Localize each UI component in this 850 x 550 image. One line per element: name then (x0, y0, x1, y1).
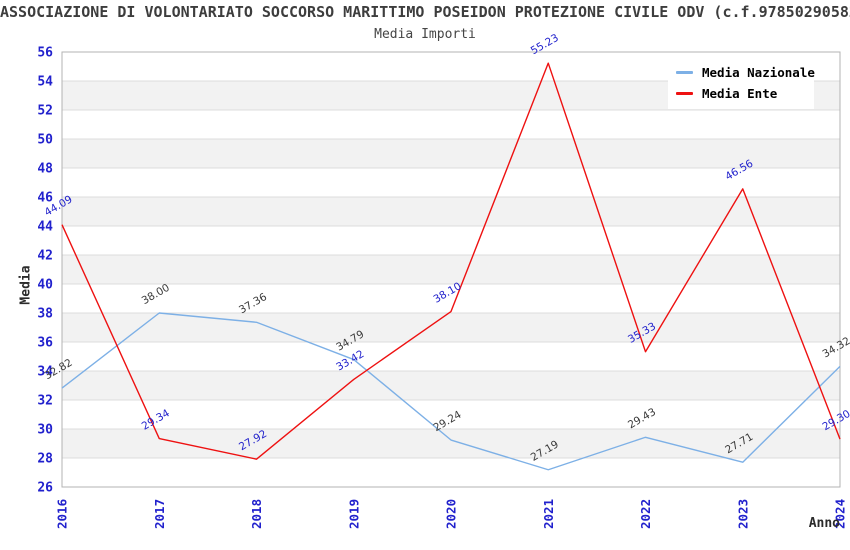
plot-band (62, 255, 840, 284)
y-tick-label: 42 (37, 249, 53, 264)
x-tick-label: 2018 (249, 499, 264, 529)
y-tick-label: 56 (37, 46, 53, 61)
plot-band (62, 284, 840, 313)
plot-band (62, 197, 840, 226)
plot-band (62, 139, 840, 168)
y-tick-label: 40 (37, 278, 53, 293)
legend: Media Nazionale Media Ente (668, 57, 815, 109)
x-tick-label: 2016 (55, 499, 70, 529)
y-tick-label: 30 (37, 423, 53, 438)
y-tick-label: 32 (37, 394, 53, 409)
legend-item-media-ente: Media Ente (676, 83, 814, 104)
series-line-media-nazionale (61, 312, 841, 471)
x-tick-label: 2019 (346, 499, 361, 529)
plot-band (62, 110, 840, 139)
plot-band (62, 429, 840, 458)
x-axis-title: Anno (808, 516, 840, 531)
chart-main-title: ASSOCIAZIONE DI VOLONTARIATO SOCCORSO MA… (0, 3, 850, 21)
x-tick-label: 2020 (444, 499, 459, 529)
y-tick-label: 52 (37, 104, 53, 119)
x-tick-label: 2017 (152, 499, 167, 529)
y-tick-label: 28 (37, 452, 53, 467)
legend-label-media-nazionale: Media Nazionale (702, 65, 815, 80)
legend-line-swatch-ente-icon (676, 92, 693, 95)
y-tick-label: 26 (37, 481, 53, 496)
legend-line-swatch-nazionale-icon (676, 71, 693, 74)
y-tick-label: 46 (37, 191, 53, 206)
plot-border (61, 51, 841, 488)
x-tick-label: 2022 (638, 499, 653, 529)
y-tick-label: 34 (37, 365, 53, 380)
plot-band (62, 458, 840, 487)
x-tick-label: 2024 (833, 499, 848, 529)
legend-item-media-nazionale: Media Nazionale (676, 62, 815, 83)
plot-band (62, 226, 840, 255)
plot-band (62, 168, 840, 197)
series-line-media-ente (61, 62, 841, 460)
x-tick-label: 2021 (541, 499, 556, 529)
plot-band (62, 371, 840, 400)
y-tick-label: 50 (37, 133, 53, 148)
chart-subtitle: Media Importi (374, 27, 476, 42)
y-tick-label: 36 (37, 336, 53, 351)
y-axis-title: Media (18, 265, 34, 305)
plot-band (62, 313, 840, 342)
y-tick-label: 48 (37, 162, 53, 177)
plot-band (62, 400, 840, 429)
y-tick-label: 44 (37, 220, 53, 235)
legend-label-media-ente: Media Ente (702, 86, 778, 101)
plot-band (62, 342, 840, 371)
x-tick-label: 2023 (735, 499, 750, 529)
y-tick-label: 54 (37, 75, 53, 90)
y-tick-label: 38 (37, 307, 53, 322)
